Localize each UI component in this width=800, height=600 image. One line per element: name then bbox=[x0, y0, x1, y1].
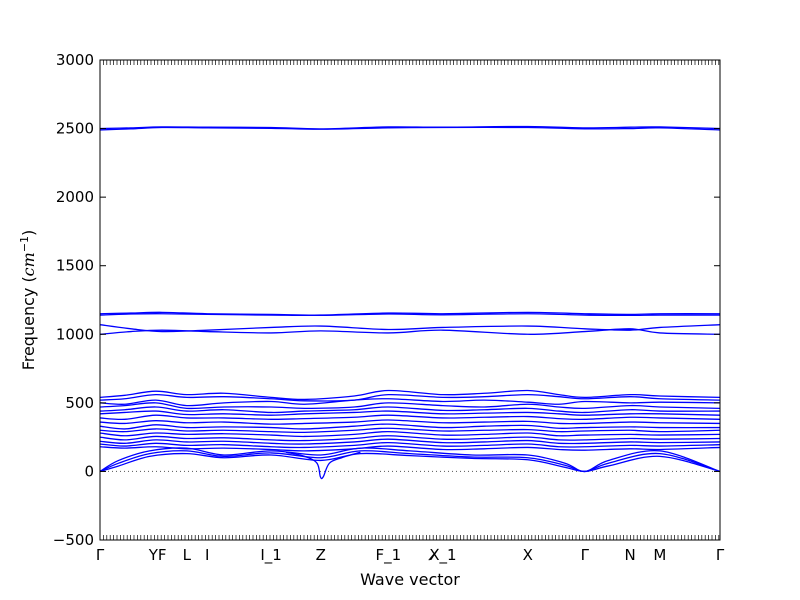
band-line-8 bbox=[99, 393, 721, 402]
y-tick-label: 1500 bbox=[56, 257, 94, 275]
band-line-13 bbox=[99, 414, 721, 421]
band-line-14 bbox=[99, 419, 721, 425]
y-axis-label-unit: cm bbox=[19, 252, 38, 276]
band-line-16 bbox=[99, 427, 721, 434]
band-line-23 bbox=[99, 450, 721, 473]
plot-frame bbox=[99, 59, 721, 541]
x-tick-label: Z bbox=[316, 546, 326, 564]
y-axis-label: Frequency (cm−1) bbox=[18, 230, 38, 371]
y-tick-label: 0 bbox=[84, 462, 94, 480]
band-line-2 bbox=[99, 126, 721, 131]
y-tick-label: 3000 bbox=[56, 51, 94, 69]
band-line-18 bbox=[99, 435, 721, 442]
y-tick-label: 2500 bbox=[56, 120, 94, 138]
band-line-3 bbox=[99, 311, 721, 316]
band-line-12 bbox=[99, 410, 721, 416]
q-point-ticks bbox=[99, 60, 720, 540]
x-tick-label: Γ bbox=[581, 546, 590, 564]
y-tick-label: 1000 bbox=[56, 325, 94, 343]
x-tick-label: X̸_1 bbox=[427, 546, 456, 565]
x-tick-label: Γ bbox=[96, 546, 105, 564]
x-tick-label: F_1 bbox=[375, 546, 401, 565]
band-line-19 bbox=[99, 438, 721, 445]
x-tick-label: Γ bbox=[716, 546, 725, 564]
x-tick-label: I bbox=[205, 546, 209, 564]
y-axis-label-exponent: −1 bbox=[18, 236, 31, 252]
band-line-20 bbox=[99, 441, 721, 449]
x-tick-label: N bbox=[624, 546, 635, 564]
y-tick-label: 500 bbox=[65, 394, 94, 412]
y-tick-label: 2000 bbox=[56, 188, 94, 206]
x-tick-label: X bbox=[523, 546, 533, 564]
band-line-15 bbox=[99, 423, 721, 430]
axes-layer: −500 0 500 1000 1500 2000 2500 3000 Γ YF L I I_1 Z F_1… bbox=[53, 51, 725, 565]
band-line-5 bbox=[99, 324, 721, 333]
y-axis-label-suffix: ) bbox=[19, 230, 38, 236]
band-line-24 bbox=[99, 452, 721, 473]
band-line-9 bbox=[99, 398, 721, 407]
band-line-22 bbox=[99, 447, 721, 473]
x-tick-label: M bbox=[653, 546, 666, 564]
x-axis-label: Wave vector bbox=[360, 570, 460, 589]
band-line-7 bbox=[99, 389, 721, 401]
y-tick-label: −500 bbox=[53, 531, 94, 549]
band-line-17 bbox=[99, 431, 721, 438]
x-tick-label: L bbox=[183, 546, 192, 564]
series-layer bbox=[99, 125, 721, 480]
x-tick-label: I_1 bbox=[260, 546, 281, 565]
y-axis-label-prefix: Frequency ( bbox=[19, 276, 38, 370]
band-line-6 bbox=[99, 328, 721, 335]
band-line-4 bbox=[99, 313, 721, 317]
x-tick-label: YF bbox=[148, 546, 167, 564]
band-line-11 bbox=[99, 406, 721, 414]
band-line-25 bbox=[285, 451, 361, 480]
band-line-10 bbox=[99, 402, 721, 410]
